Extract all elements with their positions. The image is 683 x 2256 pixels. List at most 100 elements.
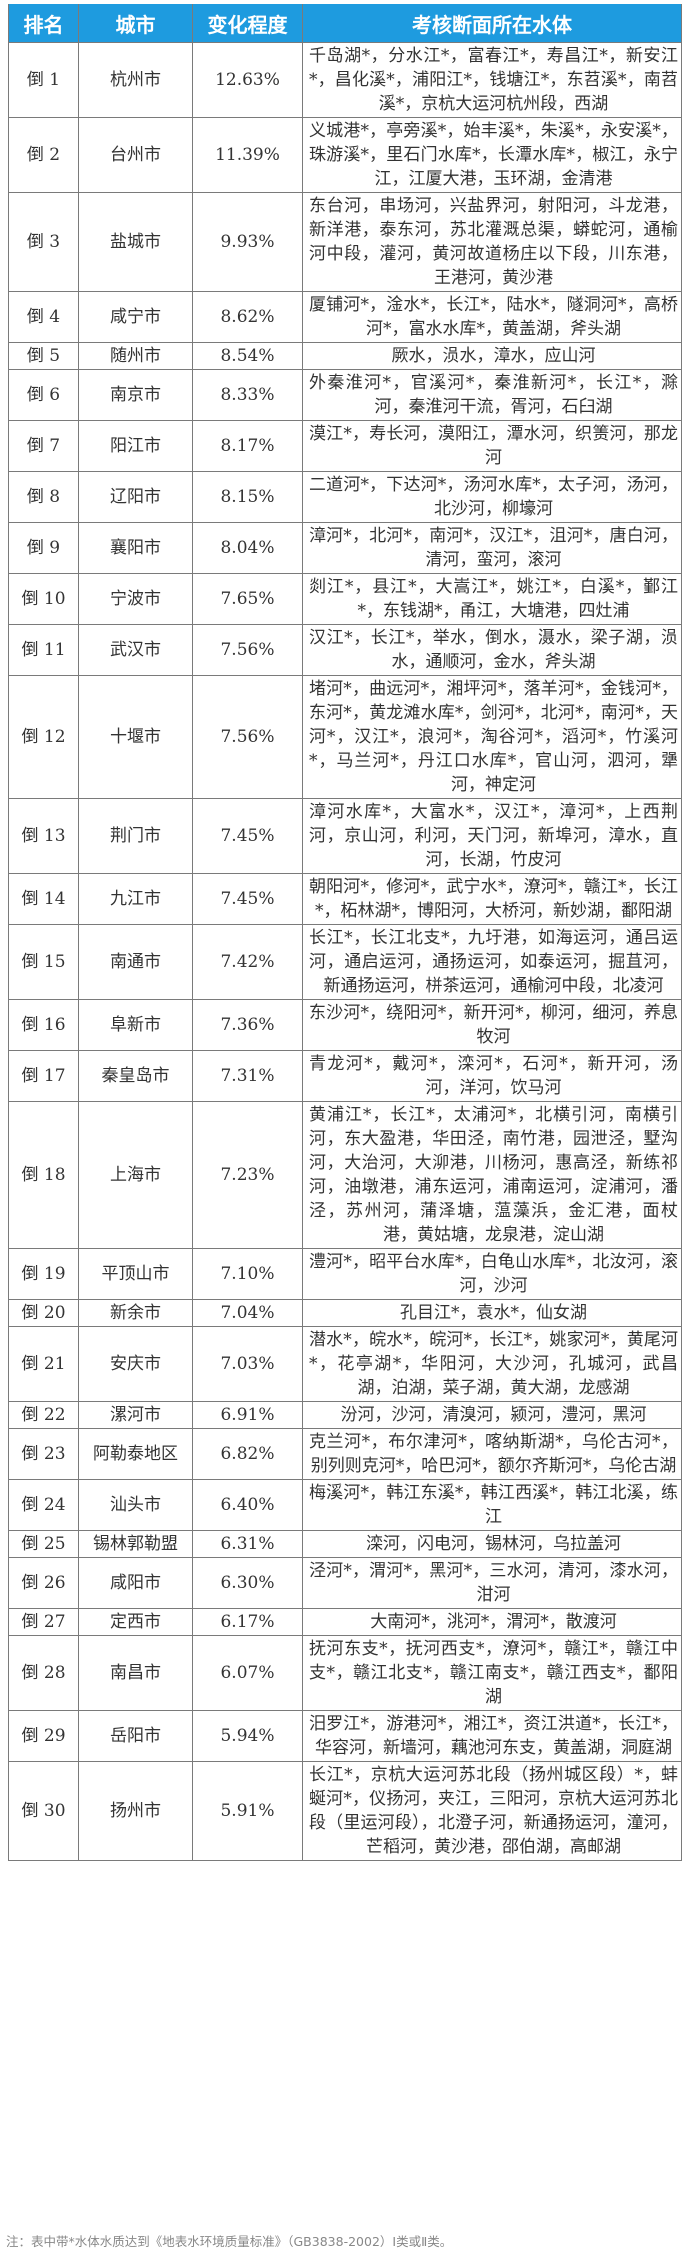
city-cell: 定西市 <box>78 1608 193 1636</box>
water-bodies-cell: 梅溪河*，韩江东溪*，韩江西溪*，韩江北溪，练江 <box>302 1479 682 1531</box>
city-cell: 阜新市 <box>78 999 193 1051</box>
rank-cell: 倒 18 <box>8 1101 79 1249</box>
table-row: 倒 28 南昌市 6.07% 抚河东支*，抚河西支*，潦河*，赣江*，赣江中支*，赣江… <box>8 1635 682 1711</box>
city-cell: 阳江市 <box>78 420 193 472</box>
change-cell: 7.45% <box>192 798 303 874</box>
table-row: 倒 20 新余市 7.04% 孔目江*，袁水*，仙女湖 <box>8 1299 682 1327</box>
water-bodies-cell: 剡江*，县江*，大嵩江*，姚江*，白溪*，鄞江*，东钱湖*，甬江，大塘港，四灶浦 <box>302 573 682 625</box>
water-bodies-cell: 孔目江*，袁水*，仙女湖 <box>302 1299 682 1327</box>
water-bodies-cell: 汾河，沙河，清溴河，颍河，澧河，黑河 <box>302 1401 682 1429</box>
table-row: 倒 7 阳江市 8.17% 漠江*，寿长河，漠阳江，潭水河，织箦河，那龙河 <box>8 420 682 472</box>
rank-cell: 倒 15 <box>8 924 79 1000</box>
table-row: 倒 27 定西市 6.17% 大南河*，洮河*，渭河*，散渡河 <box>8 1608 682 1636</box>
city-cell: 咸阳市 <box>78 1557 193 1609</box>
water-bodies-cell: 东台河，串场河，兴盐界河，射阳河，斗龙港，新洋港，泰东河，苏北灌溉总渠，蟒蛇河，… <box>302 192 682 292</box>
water-bodies-cell: 义城港*，亭旁溪*，始丰溪*，朱溪*，永安溪*，珠游溪*，里石门水库*，长潭水库… <box>302 117 682 193</box>
table-row: 倒 6 南京市 8.33% 外秦淮河*，官溪河*，秦淮新河*，长江*，滁河，秦淮河干流… <box>8 369 682 421</box>
city-cell: 汕头市 <box>78 1479 193 1531</box>
rank-cell: 倒 4 <box>8 291 79 343</box>
table-row: 倒 14 九江市 7.45% 朝阳河*，修河*，武宁水*，潦河*，赣江*，长江*，柘林… <box>8 873 682 925</box>
change-cell: 7.31% <box>192 1050 303 1102</box>
rank-cell: 倒 23 <box>8 1428 79 1480</box>
change-cell: 8.62% <box>192 291 303 343</box>
rank-cell: 倒 12 <box>8 675 79 799</box>
city-cell: 九江市 <box>78 873 193 925</box>
water-bodies-cell: 汉江*，长江*，举水，倒水，滠水，梁子湖，涢水，通顺河，金水，斧头湖 <box>302 624 682 676</box>
table-header-row: 排名 城市 变化程度 考核断面所在水体 <box>8 4 682 43</box>
city-cell: 盐城市 <box>78 192 193 292</box>
change-cell: 11.39% <box>192 117 303 193</box>
change-cell: 7.56% <box>192 675 303 799</box>
change-cell: 6.82% <box>192 1428 303 1480</box>
change-cell: 8.15% <box>192 471 303 523</box>
rank-cell: 倒 1 <box>8 42 79 118</box>
change-cell: 6.31% <box>192 1530 303 1558</box>
table-row: 倒 29 岳阳市 5.94% 汨罗江*，游港河*，湘江*，资江洪道*，长江*，华容河，… <box>8 1710 682 1762</box>
city-cell: 辽阳市 <box>78 471 193 523</box>
city-cell: 襄阳市 <box>78 522 193 574</box>
table-row: 倒 18 上海市 7.23% 黄浦江*，长江*，太浦河*，北横引河，南横引河，东大盈港… <box>8 1101 682 1249</box>
change-cell: 5.94% <box>192 1710 303 1762</box>
rank-cell: 倒 17 <box>8 1050 79 1102</box>
city-cell: 宁波市 <box>78 573 193 625</box>
ranking-table: 排名 城市 变化程度 考核断面所在水体 倒 1 杭州市 12.63% 千岛湖*，分水江… <box>8 4 682 1861</box>
city-cell: 武汉市 <box>78 624 193 676</box>
table-row: 倒 8 辽阳市 8.15% 二道河*，下达河*，汤河水库*，太子河，汤河，北沙河，柳壕… <box>8 471 682 523</box>
table-row: 倒 19 平顶山市 7.10% 澧河*，昭平台水库*，白龟山水库*，北汝河，滚河，沙河 <box>8 1248 682 1300</box>
water-bodies-cell: 长江*，长江北支*，九圩港，如海运河，通吕运河，通启运河，通扬运河，如泰运河，掘… <box>302 924 682 1000</box>
table-row: 倒 25 锡林郭勒盟 6.31% 滦河，闪电河，锡林河，乌拉盖河 <box>8 1530 682 1558</box>
water-bodies-cell: 黄浦江*，长江*，太浦河*，北横引河，南横引河，东大盈港，华田泾，南竹港，园泄泾… <box>302 1101 682 1249</box>
rank-cell: 倒 29 <box>8 1710 79 1762</box>
city-cell: 南通市 <box>78 924 193 1000</box>
header-rank: 排名 <box>8 4 79 43</box>
water-bodies-cell: 千岛湖*，分水江*，富春江*，寿昌江*，新安江*，昌化溪*，浦阳江*，钱塘江*，… <box>302 42 682 118</box>
change-cell: 7.65% <box>192 573 303 625</box>
rank-cell: 倒 22 <box>8 1401 79 1429</box>
table-row: 倒 23 阿勒泰地区 6.82% 克兰河*，布尔津河*，喀纳斯湖*，乌伦古河*，别列则… <box>8 1428 682 1480</box>
change-cell: 7.04% <box>192 1299 303 1327</box>
water-bodies-cell: 克兰河*，布尔津河*，喀纳斯湖*，乌伦古河*，别列则克河*，哈巴河*，额尔齐斯河… <box>302 1428 682 1480</box>
footnote: 注：表中带*水体水质达到《地表水环境质量标准》（GB3838-2002）Ⅰ类或Ⅱ… <box>6 2234 453 2249</box>
rank-cell: 倒 2 <box>8 117 79 193</box>
change-cell: 6.07% <box>192 1635 303 1711</box>
water-bodies-cell: 大南河*，洮河*，渭河*，散渡河 <box>302 1608 682 1636</box>
rank-cell: 倒 28 <box>8 1635 79 1711</box>
rank-cell: 倒 3 <box>8 192 79 292</box>
water-bodies-cell: 二道河*，下达河*，汤河水库*，太子河，汤河，北沙河，柳壕河 <box>302 471 682 523</box>
city-cell: 荆门市 <box>78 798 193 874</box>
water-bodies-cell: 外秦淮河*，官溪河*，秦淮新河*，长江*，滁河，秦淮河干流，胥河，石臼湖 <box>302 369 682 421</box>
table-row: 倒 1 杭州市 12.63% 千岛湖*，分水江*，富春江*，寿昌江*，新安江*，昌化溪… <box>8 42 682 118</box>
header-city: 城市 <box>78 4 193 43</box>
table-row: 倒 21 安庆市 7.03% 潜水*，皖水*，皖河*，长江*，姚家河*，黄尾河*，花亭… <box>8 1326 682 1402</box>
rank-cell: 倒 9 <box>8 522 79 574</box>
table-row: 倒 15 南通市 7.42% 长江*，长江北支*，九圩港，如海运河，通吕运河，通启运河… <box>8 924 682 1000</box>
water-bodies-cell: 泾河*，渭河*，黑河*，三水河，清河，漆水河，泔河 <box>302 1557 682 1609</box>
change-cell: 6.30% <box>192 1557 303 1609</box>
rank-cell: 倒 11 <box>8 624 79 676</box>
header-water-bodies: 考核断面所在水体 <box>302 4 682 43</box>
change-cell: 6.17% <box>192 1608 303 1636</box>
rank-cell: 倒 26 <box>8 1557 79 1609</box>
rank-cell: 倒 19 <box>8 1248 79 1300</box>
table-row: 倒 11 武汉市 7.56% 汉江*，长江*，举水，倒水，滠水，梁子湖，涢水，通顺河，… <box>8 624 682 676</box>
city-cell: 杭州市 <box>78 42 193 118</box>
table-row: 倒 24 汕头市 6.40% 梅溪河*，韩江东溪*，韩江西溪*，韩江北溪，练江 <box>8 1479 682 1531</box>
rank-cell: 倒 13 <box>8 798 79 874</box>
table-row: 倒 22 漯河市 6.91% 汾河，沙河，清溴河，颍河，澧河，黑河 <box>8 1401 682 1429</box>
table-row: 倒 16 阜新市 7.36% 东沙河*，绕阳河*，新开河*，柳河，细河，养息牧河 <box>8 999 682 1051</box>
change-cell: 7.45% <box>192 873 303 925</box>
city-cell: 安庆市 <box>78 1326 193 1402</box>
change-cell: 6.91% <box>192 1401 303 1429</box>
city-cell: 咸宁市 <box>78 291 193 343</box>
table-row: 倒 17 秦皇岛市 7.31% 青龙河*，戴河*，滦河*，石河*，新开河，汤河，洋河，… <box>8 1050 682 1102</box>
rank-cell: 倒 14 <box>8 873 79 925</box>
water-bodies-cell: 东沙河*，绕阳河*，新开河*，柳河，细河，养息牧河 <box>302 999 682 1051</box>
table-row: 倒 30 扬州市 5.91% 长江*，京杭大运河苏北段（扬州城区段）*，蚌蜒河*，仪扬… <box>8 1761 682 1861</box>
city-cell: 随州市 <box>78 342 193 370</box>
change-cell: 12.63% <box>192 42 303 118</box>
rank-cell: 倒 10 <box>8 573 79 625</box>
change-cell: 7.36% <box>192 999 303 1051</box>
rank-cell: 倒 8 <box>8 471 79 523</box>
table-row: 倒 9 襄阳市 8.04% 漳河*，北河*，南河*，汉江*，沮河*，唐白河，清河，蛮河… <box>8 522 682 574</box>
change-cell: 7.56% <box>192 624 303 676</box>
